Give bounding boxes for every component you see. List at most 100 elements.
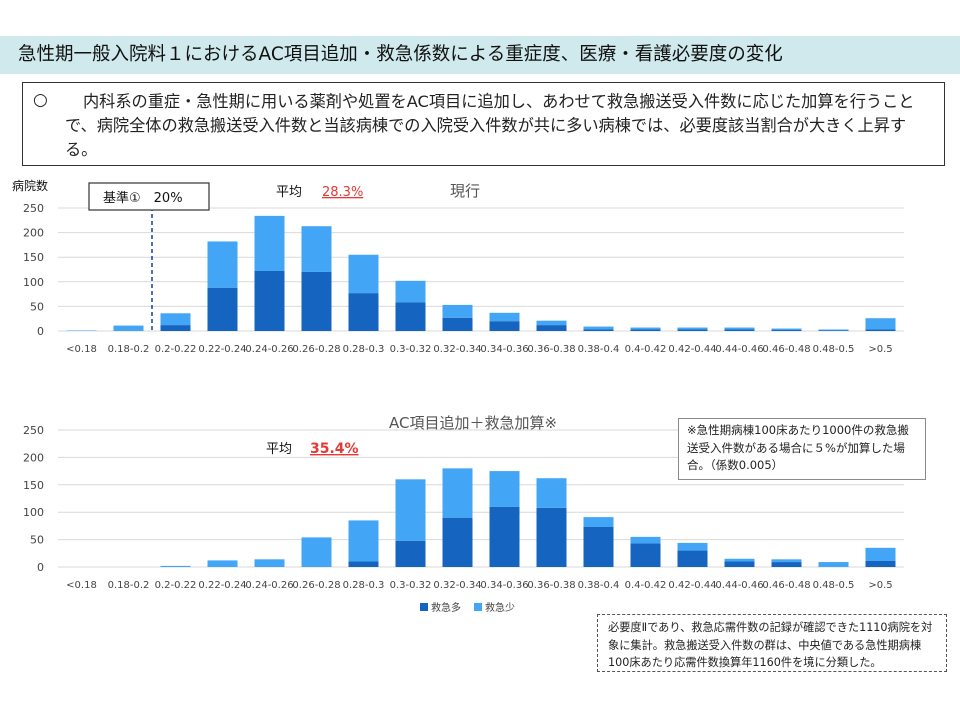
x-tick-label: 0.28-0.3 xyxy=(343,580,385,591)
y-tick-label: 100 xyxy=(23,506,44,519)
x-tick-label: 0.34-0.36 xyxy=(480,580,528,591)
x-tick-label: <0.18 xyxy=(66,580,97,591)
average-value: 28.3% xyxy=(322,185,363,200)
x-tick-label: 0.22-0.24 xyxy=(198,580,246,591)
x-tick-label: 0.36-0.38 xyxy=(527,580,575,591)
bar-kyukyu-ooi xyxy=(207,287,238,331)
bar-kyukyu-sukunai xyxy=(630,327,661,330)
bar-kyukyu-sukunai xyxy=(207,560,238,567)
title-bar: 急性期一般入院料１におけるAC項目追加・救急係数による重症度、医療・看護必要度の… xyxy=(0,36,960,74)
bar-kyukyu-ooi xyxy=(865,329,896,331)
y-tick-label: 200 xyxy=(23,227,44,240)
x-tick-label: >0.5 xyxy=(868,344,892,355)
x-tick-label: 0.36-0.38 xyxy=(527,344,575,355)
bar-kyukyu-sukunai xyxy=(113,325,144,331)
bar-kyukyu-ooi xyxy=(301,271,332,331)
x-tick-label: 0.18-0.2 xyxy=(108,580,150,591)
y-tick-label: 150 xyxy=(23,251,44,264)
x-tick-label: 0.24-0.26 xyxy=(245,580,293,591)
x-tick-label: 0.38-0.4 xyxy=(578,344,620,355)
x-tick-label: <0.18 xyxy=(66,344,97,355)
chart-title-revised: AC項目追加＋救急加算※ xyxy=(389,414,557,432)
note-bonus-explanation: ※急性期病棟100床あたり1000件の救急搬送受入件数がある場合に５%が加算した… xyxy=(678,418,926,480)
legend-swatch-kyukyu-ooi xyxy=(420,603,428,611)
x-tick-label: 0.48-0.5 xyxy=(813,344,855,355)
x-tick-label: 0.4-0.42 xyxy=(625,344,667,355)
bar-kyukyu-sukunai xyxy=(301,537,332,567)
intro-text: 内科系の重症・急性期に用いる薬剤や処置をAC項目に追加し、あわせて救急搬送受入件… xyxy=(65,92,915,159)
bar-kyukyu-ooi xyxy=(489,506,520,567)
bar-kyukyu-sukunai xyxy=(583,326,614,330)
y-axis-title: 病院数 xyxy=(12,178,48,193)
standard-label: 基準① 20% xyxy=(103,190,183,206)
bar-kyukyu-sukunai xyxy=(442,304,473,318)
legend-swatch-kyukyu-sukunai xyxy=(474,603,482,611)
bar-kyukyu-ooi xyxy=(489,321,520,331)
bar-kyukyu-sukunai xyxy=(536,320,567,326)
x-tick-label: >0.5 xyxy=(868,580,892,591)
bar-kyukyu-sukunai xyxy=(395,280,426,303)
bar-kyukyu-ooi xyxy=(160,325,191,331)
average-label: 平均 xyxy=(266,442,292,457)
bar-kyukyu-ooi xyxy=(442,517,473,567)
page-title: 急性期一般入院料１におけるAC項目追加・救急係数による重症度、医療・看護必要度の… xyxy=(18,44,783,65)
bar-kyukyu-ooi xyxy=(865,560,896,567)
y-tick-label: 250 xyxy=(23,202,44,215)
x-tick-label: 0.42-0.44 xyxy=(668,344,716,355)
x-tick-label: 0.26-0.28 xyxy=(292,580,340,591)
bar-kyukyu-sukunai xyxy=(724,558,755,562)
x-tick-label: 0.44-0.46 xyxy=(715,580,763,591)
bar-kyukyu-sukunai xyxy=(771,559,802,563)
bar-kyukyu-sukunai xyxy=(724,327,755,330)
bar-kyukyu-ooi xyxy=(583,526,614,567)
x-tick-label: 0.18-0.2 xyxy=(108,344,150,355)
y-tick-label: 250 xyxy=(23,424,44,437)
legend-label-kyukyu-ooi: 救急多 xyxy=(431,601,461,614)
x-tick-label: 0.4-0.42 xyxy=(625,580,667,591)
bar-kyukyu-ooi xyxy=(348,561,379,567)
bar-kyukyu-ooi xyxy=(677,550,708,567)
y-tick-label: 150 xyxy=(23,479,44,492)
bar-kyukyu-sukunai xyxy=(677,327,708,330)
bar-kyukyu-sukunai xyxy=(254,215,285,271)
standard-label-box xyxy=(88,182,210,211)
y-tick-label: 0 xyxy=(37,561,44,574)
chart-title-current: 現行 xyxy=(450,182,480,200)
bar-kyukyu-sukunai xyxy=(254,559,285,567)
bar-kyukyu-sukunai xyxy=(677,542,708,551)
x-tick-label: 0.38-0.4 xyxy=(578,580,620,591)
y-tick-label: 50 xyxy=(30,300,44,313)
bar-kyukyu-ooi xyxy=(536,325,567,331)
bar-kyukyu-sukunai xyxy=(489,312,520,322)
average-value: 35.4% xyxy=(310,441,359,457)
bar-kyukyu-sukunai xyxy=(583,517,614,527)
bar-kyukyu-ooi xyxy=(724,329,755,331)
average-label: 平均 xyxy=(276,185,302,200)
x-tick-label: 0.32-0.34 xyxy=(433,580,481,591)
bar-kyukyu-ooi xyxy=(630,329,661,331)
bar-kyukyu-sukunai xyxy=(865,318,896,330)
x-tick-label: 0.46-0.48 xyxy=(762,344,810,355)
bar-kyukyu-sukunai xyxy=(536,478,567,508)
x-tick-label: 0.22-0.24 xyxy=(198,344,246,355)
bar-kyukyu-sukunai xyxy=(771,328,802,331)
bar-kyukyu-ooi xyxy=(724,561,755,567)
x-tick-label: 0.48-0.5 xyxy=(813,580,855,591)
intro-bullet: ○ xyxy=(33,90,48,110)
bar-kyukyu-sukunai xyxy=(489,471,520,507)
x-tick-label: 0.34-0.36 xyxy=(480,344,528,355)
intro-box: ○ 内科系の重症・急性期に用いる薬剤や処置をAC項目に追加し、あわせて救急搬送受… xyxy=(22,82,945,166)
bar-kyukyu-sukunai xyxy=(818,562,849,567)
bar-kyukyu-sukunai xyxy=(160,565,191,567)
bar-kyukyu-ooi xyxy=(583,329,614,331)
bar-kyukyu-sukunai xyxy=(301,226,332,272)
bar-kyukyu-sukunai xyxy=(348,520,379,562)
bar-kyukyu-ooi xyxy=(254,270,285,331)
x-tick-label: 0.46-0.48 xyxy=(762,580,810,591)
bar-kyukyu-ooi xyxy=(771,562,802,567)
y-tick-label: 50 xyxy=(30,534,44,547)
bar-kyukyu-sukunai xyxy=(442,468,473,518)
bar-kyukyu-sukunai xyxy=(160,313,191,326)
bar-kyukyu-sukunai xyxy=(818,329,849,331)
